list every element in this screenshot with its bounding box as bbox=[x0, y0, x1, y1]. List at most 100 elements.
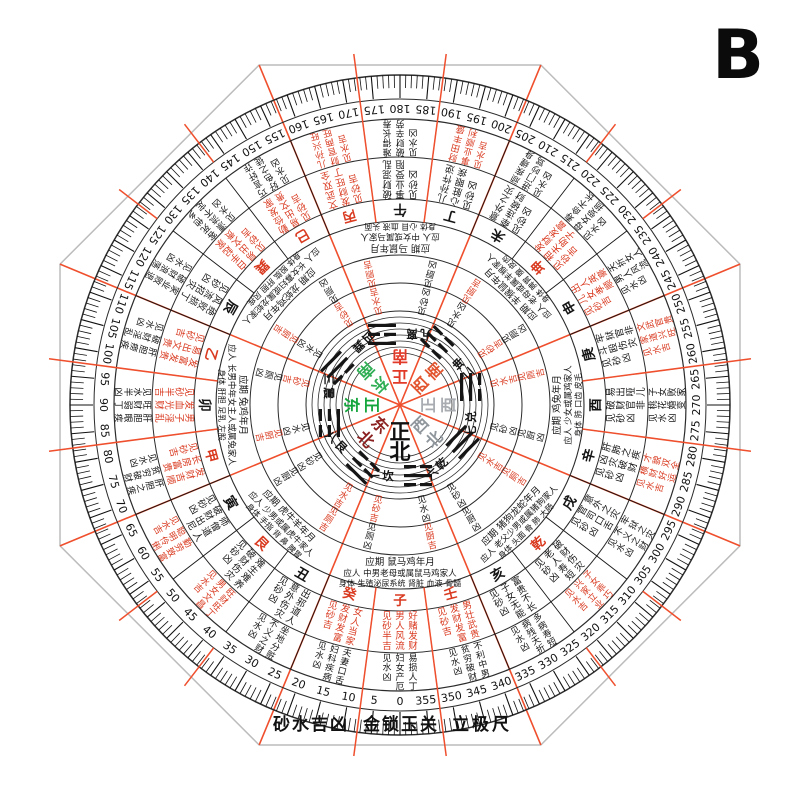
degree-label: 190 bbox=[440, 105, 463, 121]
svg-text:见厕凶: 见厕凶 bbox=[362, 521, 378, 552]
svg-text:肝肺之疾: 肝肺之疾 bbox=[601, 441, 643, 461]
toilet-kitchen-verdict: 见厕凶 bbox=[253, 367, 284, 383]
degree-label: 60 bbox=[134, 544, 152, 563]
svg-text:东: 东 bbox=[342, 397, 361, 413]
center-direction-正东: 正东 bbox=[342, 397, 381, 413]
degree-label: 25 bbox=[266, 665, 284, 683]
degree-label: 345 bbox=[465, 682, 489, 700]
svg-text:兴家立业: 兴家立业 bbox=[572, 577, 606, 611]
svg-text:应人 少女或属鸡家人: 应人 少女或属鸡家人 bbox=[563, 365, 574, 445]
degree-label: 260 bbox=[684, 342, 700, 365]
toilet-kitchen-verdict: 见厕凶 bbox=[362, 521, 378, 552]
degree-label: 275 bbox=[688, 420, 703, 442]
svg-text:正: 正 bbox=[362, 397, 381, 413]
svg-text:见水凶: 见水凶 bbox=[127, 452, 158, 468]
flank-lines bbox=[48, 53, 752, 757]
svg-text:难得长寿: 难得长寿 bbox=[382, 118, 391, 158]
degree-label: 105 bbox=[105, 316, 123, 340]
ring-circles bbox=[69, 74, 731, 736]
svg-text:见砂凶: 见砂凶 bbox=[408, 168, 418, 199]
toilet-kitchen-verdict: 见厕吉 bbox=[362, 258, 378, 289]
svg-text:见厕吉: 见厕吉 bbox=[362, 258, 378, 289]
mountain-name: 甲 bbox=[201, 447, 220, 464]
degree-label: 0 bbox=[397, 695, 404, 708]
trigram-巽: 四巽 bbox=[319, 327, 377, 386]
svg-text:见砂吉: 见砂吉 bbox=[368, 494, 384, 525]
svg-text:发富发贵: 发富发贵 bbox=[157, 349, 200, 370]
trigram-坎: 一坎 bbox=[368, 465, 432, 487]
svg-text:破财混乱: 破财混乱 bbox=[382, 158, 392, 200]
svg-text:见水凶: 见水凶 bbox=[447, 647, 463, 678]
footer-label-lijichi: 立极尺 bbox=[452, 715, 512, 735]
svg-text:见砂吉: 见砂吉 bbox=[280, 373, 311, 389]
svg-text:身体 心目 血液 头面: 身体 心目 血液 头面 bbox=[364, 222, 436, 232]
trigram-震: 三震 bbox=[318, 373, 340, 437]
svg-text:见水凶: 见水凶 bbox=[416, 494, 432, 525]
degree-label: 75 bbox=[106, 473, 122, 490]
svg-text:见砂凶: 见砂凶 bbox=[594, 466, 627, 484]
svg-text:见砂凶: 见砂凶 bbox=[461, 178, 479, 211]
svg-text:见厨吉: 见厨吉 bbox=[253, 428, 284, 444]
degree-label: 70 bbox=[113, 498, 130, 516]
svg-text:发财旺丁: 发财旺丁 bbox=[331, 165, 352, 208]
svg-text:身体 生殖泌尿系统 肾脏 血液 骨髓: 身体 生殖泌尿系统 肾脏 血液 骨髓 bbox=[339, 578, 461, 588]
svg-text:财田丰盛: 财田丰盛 bbox=[447, 123, 466, 164]
svg-text:牢狱官非: 牢狱官非 bbox=[593, 323, 636, 344]
svg-text:应人 中女或属马家人: 应人 中女或属马家人 bbox=[360, 231, 440, 242]
svg-text:凶灾破财: 凶灾破财 bbox=[598, 453, 640, 473]
trigram-name: 震 bbox=[322, 386, 336, 399]
svg-text:破财辛劳: 破财辛劳 bbox=[395, 118, 404, 159]
svg-text:见水吉: 见水吉 bbox=[336, 132, 352, 163]
svg-text:男子淫乱: 男子淫乱 bbox=[153, 413, 194, 423]
sand-verdict: 见砂凶 bbox=[489, 421, 520, 437]
svg-text:见厕吉: 见厕吉 bbox=[516, 367, 547, 383]
svg-text:文武官贵: 文武官贵 bbox=[634, 314, 675, 333]
svg-text:见砂凶: 见砂凶 bbox=[488, 587, 512, 619]
svg-text:见砂凶: 见砂凶 bbox=[606, 413, 637, 423]
svg-text:北: 北 bbox=[390, 440, 411, 464]
degree-label: 265 bbox=[688, 368, 703, 390]
degree-label: 180 bbox=[390, 102, 411, 115]
svg-text:见水凶: 见水凶 bbox=[311, 640, 327, 671]
svg-text:应人 长男中年女主人或属兔家人: 应人 长男中年女主人或属兔家人 bbox=[226, 344, 237, 466]
svg-text:见厨凶: 见厨凶 bbox=[423, 258, 439, 289]
svg-text:见砂凶: 见砂凶 bbox=[186, 493, 218, 517]
svg-text:易出文贵: 易出文贵 bbox=[160, 336, 202, 356]
svg-text:见水凶: 见水凶 bbox=[408, 127, 417, 157]
svg-text:见砂吉: 见砂吉 bbox=[436, 606, 454, 639]
trigram-name: 兑 bbox=[464, 411, 478, 423]
svg-text:男壮武贵: 男壮武贵 bbox=[461, 599, 481, 641]
mountain-name: 癸 bbox=[340, 584, 359, 604]
svg-text:贫穷破财: 贫穷破财 bbox=[460, 642, 479, 683]
svg-text:南: 南 bbox=[392, 347, 408, 366]
svg-text:发财吉顺: 发财吉顺 bbox=[164, 466, 207, 487]
svg-text:见砂凶: 见砂凶 bbox=[445, 481, 469, 511]
svg-text:白手起家: 白手起家 bbox=[212, 236, 249, 273]
svg-text:长房富贵: 长房富贵 bbox=[160, 453, 203, 474]
toilet-kitchen-verdict: 见厨吉 bbox=[253, 428, 284, 444]
svg-text:见砂凶: 见砂凶 bbox=[489, 421, 520, 437]
degree-label: 285 bbox=[677, 470, 695, 494]
degree-label: 255 bbox=[677, 316, 695, 340]
svg-text:见水吉: 见水吉 bbox=[368, 285, 384, 316]
degree-label: 10 bbox=[340, 689, 356, 704]
degree-label: 270 bbox=[690, 395, 703, 416]
sand-verdict: 见砂吉 bbox=[280, 373, 311, 389]
svg-text:易出哑儿: 易出哑儿 bbox=[606, 387, 647, 397]
svg-text:巧言奸诈: 巧言奸诈 bbox=[241, 160, 269, 199]
svg-text:见水半凶: 见水半凶 bbox=[113, 387, 153, 396]
